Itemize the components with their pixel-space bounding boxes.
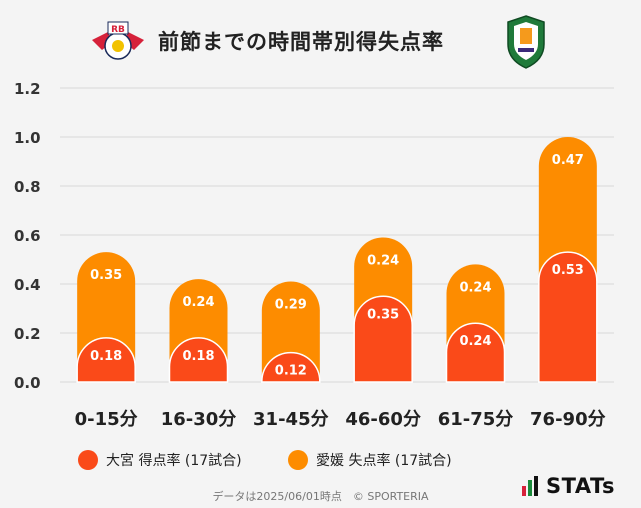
x-tick-label: 16-30分 — [161, 409, 237, 430]
bar-chart: 0.0 0.2 0.4 0.6 0.8 1.0 1.2 0.35 0.18 0-15分 0.24 0… — [14, 80, 614, 430]
x-tick-label: 0-15分 — [75, 409, 138, 430]
bar-segment-omiya — [353, 295, 413, 383]
data-label-omiya: 0.35 — [367, 307, 399, 322]
data-label-omiya: 0.24 — [459, 334, 491, 349]
data-label-omiya: 0.18 — [90, 349, 122, 364]
left-logo-text: RB — [111, 25, 125, 35]
legend-item-ehime: 愛媛 失点率 (17試合) — [288, 450, 452, 470]
x-tick-label: 76-90分 — [530, 409, 606, 430]
bar-segment-omiya — [538, 251, 598, 383]
data-label-ehime: 0.35 — [90, 268, 122, 283]
data-label-omiya: 0.53 — [552, 263, 584, 278]
y-tick-label: 0.6 — [14, 227, 41, 245]
legend: 大宮 得点率 (17試合) 愛媛 失点率 (17試合) — [0, 450, 641, 474]
ehime-fc-crest-icon — [504, 14, 548, 70]
chart-title: 前節までの時間帯別得失点率 — [158, 30, 444, 54]
legend-label-omiya: 大宮 得点率 (17試合) — [106, 453, 242, 469]
y-tick-label: 0.2 — [14, 325, 41, 343]
legend-label-ehime: 愛媛 失点率 (17試合) — [316, 453, 452, 469]
x-tick-label: 31-45分 — [253, 409, 329, 430]
bar-segment-omiya — [168, 337, 229, 383]
legend-swatch-omiya — [78, 450, 98, 470]
rb-omiya-crest-icon: RB — [88, 20, 148, 66]
bar-segment-omiya — [261, 351, 321, 383]
stats-brand-text: STATs — [546, 474, 615, 498]
bar-segment-omiya — [76, 337, 136, 383]
legend-swatch-ehime — [288, 450, 308, 470]
y-tick-label: 1.2 — [14, 80, 41, 98]
data-label-ehime: 0.24 — [367, 253, 399, 268]
data-label-ehime: 0.29 — [275, 298, 307, 313]
bar-segment-omiya — [445, 322, 506, 383]
data-label-omiya: 0.12 — [275, 364, 307, 379]
y-tick-label: 1.0 — [14, 129, 41, 147]
footer-note: データは2025/06/01時点 © SPORTERIA — [212, 490, 429, 503]
data-label-ehime: 0.47 — [552, 153, 584, 168]
legend-item-omiya: 大宮 得点率 (17試合) — [78, 450, 242, 470]
y-tick-label: 0.8 — [14, 178, 41, 196]
data-label-ehime: 0.24 — [459, 280, 491, 295]
x-tick-label: 46-60分 — [345, 409, 421, 430]
x-tick-label: 61-75分 — [438, 409, 514, 430]
y-tick-label: 0.0 — [14, 374, 41, 392]
y-tick-label: 0.4 — [14, 276, 41, 294]
stats-logo: STATs — [522, 474, 615, 498]
data-label-omiya: 0.18 — [182, 349, 214, 364]
stats-bars-icon — [522, 476, 538, 496]
data-label-ehime: 0.24 — [182, 295, 214, 310]
